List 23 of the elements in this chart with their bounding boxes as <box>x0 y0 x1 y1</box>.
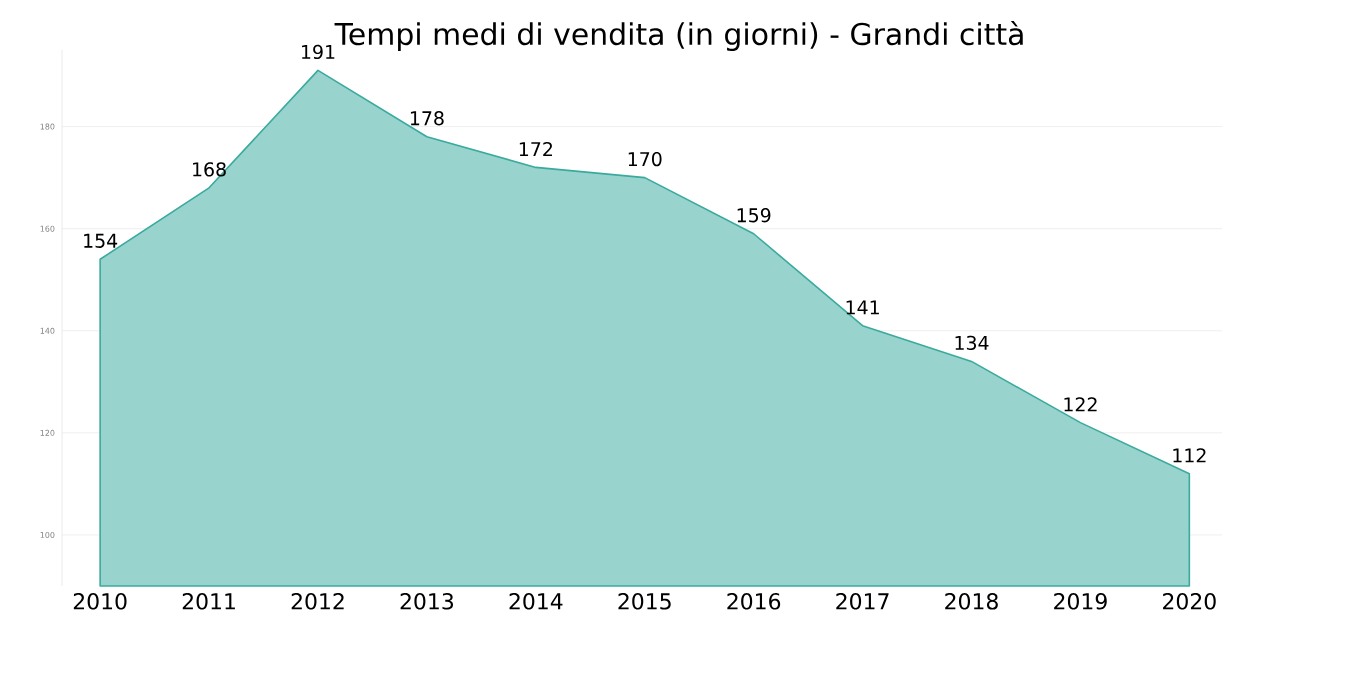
data-label: 168 <box>193 162 226 177</box>
x-tick-label: 2018 <box>945 593 998 610</box>
x-tick-label: 2013 <box>400 593 454 610</box>
x-tick-label: 2016 <box>727 593 781 610</box>
x-tick-label: 2020 <box>1163 593 1216 610</box>
data-label: 191 <box>302 44 335 60</box>
x-tick-label: 2014 <box>509 593 563 610</box>
data-label: 170 <box>628 151 662 167</box>
chart-title: Tempi medi di vendita (in giorni) - Grandi città <box>334 20 1023 52</box>
data-label: 159 <box>737 208 771 223</box>
x-tick-label: 2019 <box>1054 593 1107 610</box>
x-tick-label: 2011 <box>182 593 235 610</box>
data-label: 178 <box>410 111 444 126</box>
data-label: 172 <box>519 141 552 157</box>
data-label: 122 <box>1064 397 1097 412</box>
data-label: 112 <box>1173 448 1206 463</box>
data-label: 154 <box>84 233 118 248</box>
x-tick-label: 2017 <box>836 593 889 610</box>
x-tick-label: 2010 <box>73 593 127 610</box>
x-tick-label: 2015 <box>618 593 671 610</box>
data-label: 134 <box>955 335 989 351</box>
x-tick-label: 2012 <box>291 593 344 610</box>
data-label: 141 <box>846 300 879 315</box>
